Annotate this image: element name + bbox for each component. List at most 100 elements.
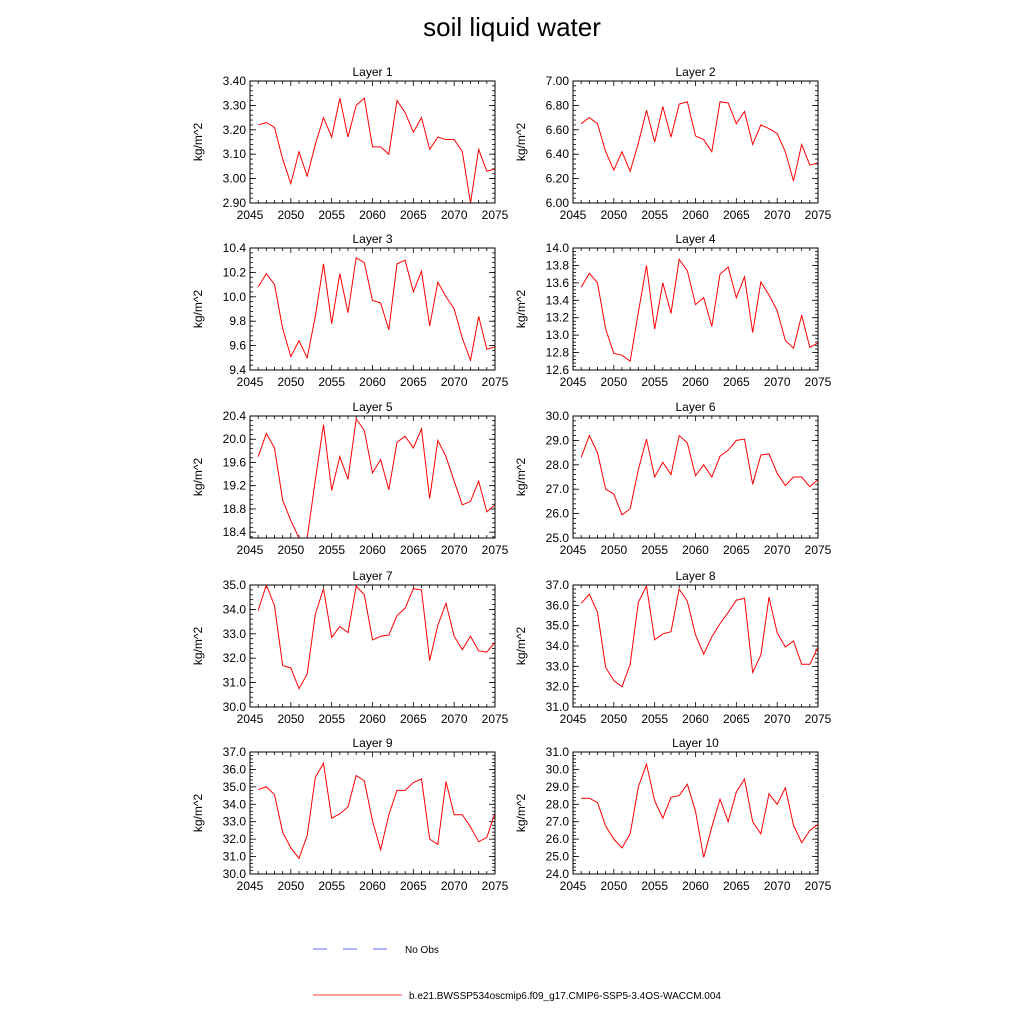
x-tick-label: 2075	[482, 879, 509, 893]
series-line	[258, 97, 495, 203]
panel-title: Layer 7	[352, 569, 392, 583]
x-tick-label: 2075	[805, 375, 832, 389]
y-tick-label: 10.0	[223, 290, 247, 304]
y-axis-label: kg/m^2	[191, 290, 205, 329]
y-tick-label: 26.0	[546, 832, 570, 846]
y-axis-label: kg/m^2	[514, 794, 528, 833]
panel-frame	[249, 751, 496, 875]
y-tick-label: 29.0	[546, 780, 570, 794]
panel-8: Layer 8 kg/m^2 2045 2050 2055 2060 2065 2070 207…	[514, 569, 832, 726]
panel-title: Layer 5	[352, 400, 392, 414]
series-line	[580, 101, 818, 182]
panel-7: Layer 7 kg/m^2 2045 2050 2055 2060 2065 2070 207…	[191, 569, 509, 726]
y-tick-label: 34.0	[223, 797, 247, 811]
y-tick-label: 6.80	[546, 98, 570, 112]
y-tick-label: 9.8	[229, 314, 246, 328]
y-tick-label: 20.4	[223, 409, 247, 423]
y-tick-label: 7.00	[546, 74, 570, 88]
y-tick-label: 27.0	[546, 482, 570, 496]
x-tick-label: 2050	[600, 712, 627, 726]
y-axis-label: kg/m^2	[514, 290, 528, 329]
y-tick-label: 28.0	[546, 797, 570, 811]
x-tick-label: 2050	[277, 375, 304, 389]
x-tick-label: 2070	[441, 712, 468, 726]
y-tick-label: 29.0	[546, 433, 570, 447]
panel-frame	[249, 415, 496, 539]
y-tick-label: 12.6	[546, 363, 570, 377]
y-tick-label: 19.6	[223, 455, 247, 469]
x-tick-label: 2050	[277, 712, 304, 726]
x-tick-label: 2055	[641, 879, 668, 893]
panel-title: Layer 6	[675, 400, 715, 414]
x-tick-label: 2060	[359, 543, 386, 557]
x-tick-label: 2075	[482, 208, 509, 222]
x-tick-label: 2065	[723, 712, 750, 726]
y-axis-label: kg/m^2	[514, 458, 528, 497]
y-tick-label: 13.6	[546, 276, 570, 290]
x-tick-label: 2070	[764, 375, 791, 389]
y-tick-label: 31.0	[546, 745, 570, 759]
x-tick-label: 2055	[318, 208, 345, 222]
panel-frame	[249, 80, 496, 204]
page-title: soil liquid water	[423, 12, 601, 42]
series-line	[581, 762, 818, 858]
y-tick-label: 33.0	[223, 627, 247, 641]
panel-frame	[249, 247, 496, 371]
x-tick-label: 2045	[237, 543, 264, 557]
y-tick-label: 33.0	[223, 815, 247, 829]
y-tick-label: 18.4	[223, 525, 247, 539]
series-line	[258, 761, 495, 860]
panel-9: Layer 9 kg/m^2 2045 2050 2055 2060 2065 2070 207…	[191, 736, 509, 893]
y-tick-label: 28.0	[546, 458, 570, 472]
panel-frame	[572, 584, 819, 708]
y-tick-label: 31.0	[223, 676, 247, 690]
x-tick-label: 2055	[318, 375, 345, 389]
x-tick-label: 2055	[641, 543, 668, 557]
x-tick-label: 2075	[805, 712, 832, 726]
x-tick-label: 2050	[600, 543, 627, 557]
x-tick-label: 2045	[560, 879, 587, 893]
y-tick-label: 9.6	[229, 339, 246, 353]
legend-no-obs-label: No Obs	[405, 945, 439, 956]
y-tick-label: 35.0	[546, 619, 570, 633]
y-tick-label: 31.0	[223, 850, 247, 864]
legend: No Obs b.e21.BWSSP534oscmip6.f09_g17.CMIP…	[313, 945, 721, 1002]
x-tick-label: 2045	[560, 208, 587, 222]
y-axis-label: kg/m^2	[191, 123, 205, 162]
panel-2: Layer 2 kg/m^2 2045 2050 2055 2060 2065 2070 207…	[514, 65, 832, 222]
x-tick-label: 2070	[441, 879, 468, 893]
y-axis-label: kg/m^2	[191, 627, 205, 666]
y-tick-label: 24.0	[546, 867, 570, 881]
y-axis-label: kg/m^2	[514, 123, 528, 162]
y-tick-label: 35.0	[223, 780, 247, 794]
series-line	[580, 434, 818, 516]
x-tick-label: 2055	[641, 712, 668, 726]
y-tick-label: 10.2	[223, 265, 247, 279]
panel-4: Layer 4 kg/m^2 2045 2050 2055 2060 2065 2070 207…	[514, 232, 832, 389]
x-tick-label: 2065	[400, 879, 427, 893]
y-tick-label: 36.0	[223, 762, 247, 776]
y-tick-label: 26.0	[546, 507, 570, 521]
x-tick-label: 2075	[482, 375, 509, 389]
x-tick-label: 2075	[805, 879, 832, 893]
x-tick-label: 2045	[237, 879, 264, 893]
y-tick-label: 35.0	[223, 578, 247, 592]
x-tick-label: 2065	[723, 208, 750, 222]
panel-10: Layer 10 kg/m^2 2045 2050 2055 2060 2065 2070 20…	[514, 736, 832, 893]
x-tick-label: 2075	[805, 543, 832, 557]
x-tick-label: 2065	[400, 375, 427, 389]
panel-title: Layer 3	[352, 232, 392, 246]
panel-frame	[572, 247, 819, 371]
y-tick-label: 34.0	[223, 602, 247, 616]
x-tick-label: 2060	[682, 879, 709, 893]
x-tick-label: 2050	[277, 543, 304, 557]
x-tick-label: 2045	[237, 712, 264, 726]
x-tick-label: 2065	[723, 375, 750, 389]
x-tick-label: 2055	[318, 879, 345, 893]
series-line	[257, 417, 495, 538]
y-tick-label: 33.0	[546, 659, 570, 673]
x-tick-label: 2050	[600, 375, 627, 389]
y-tick-label: 14.0	[546, 241, 570, 255]
y-tick-label: 20.0	[223, 432, 247, 446]
